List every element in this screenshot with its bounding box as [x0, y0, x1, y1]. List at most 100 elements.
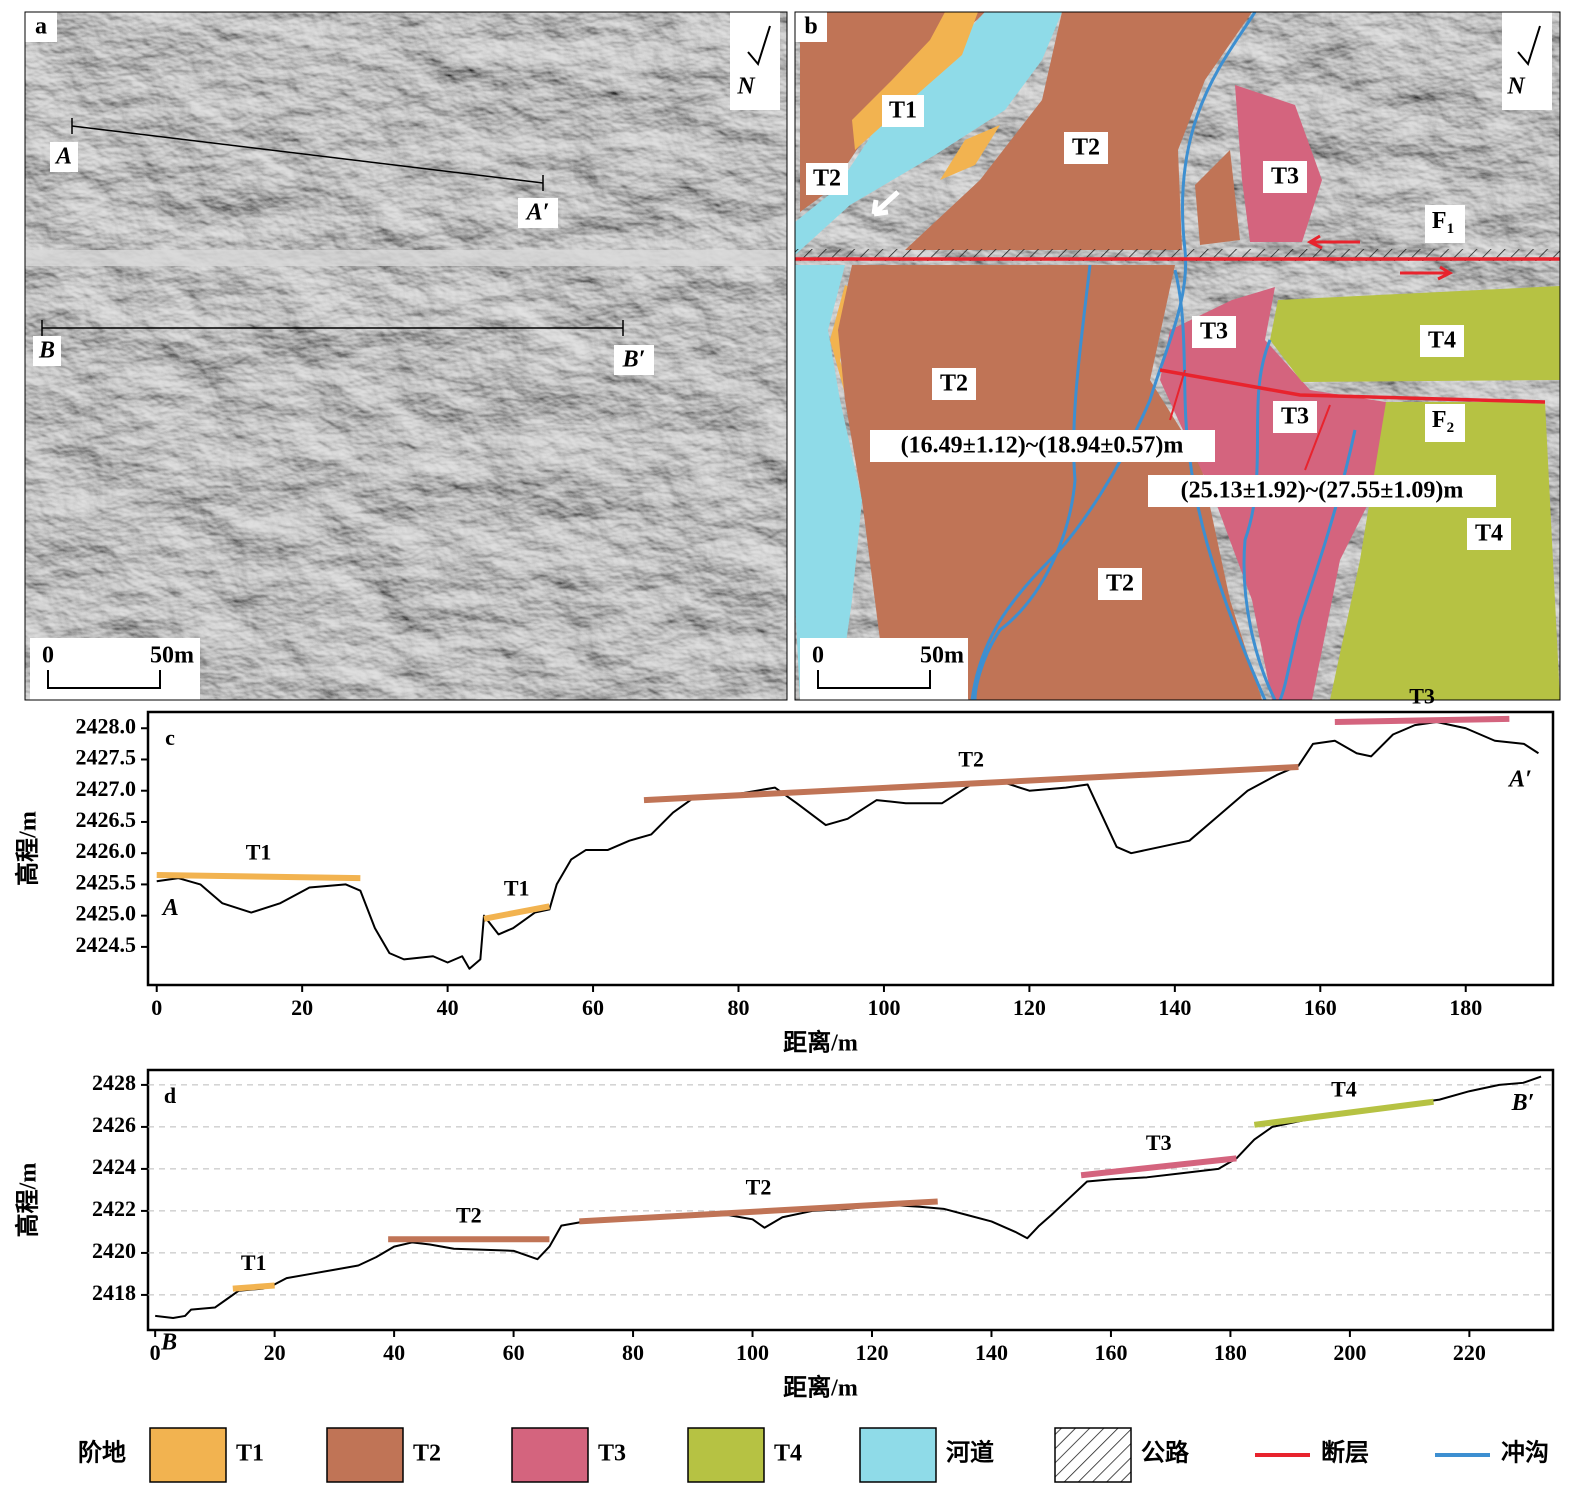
- x-tick-label: 40: [383, 1340, 405, 1365]
- y-tick-label: 2420: [92, 1238, 136, 1263]
- terrace-t2: [905, 12, 1252, 250]
- unit-label: T3: [1271, 164, 1299, 190]
- unit-label: T3: [1200, 319, 1228, 345]
- fault-label-main: F: [1432, 208, 1447, 234]
- y-tick-label: 2418: [92, 1280, 136, 1305]
- offset-label: (25.13±1.92)~(27.55±1.09)m: [1181, 478, 1464, 504]
- x-tick-label: 40: [437, 995, 459, 1020]
- terrace-label: T3: [1146, 1130, 1172, 1155]
- fault-label: F2: [1432, 407, 1454, 437]
- legend-swatch: [1054, 1427, 1132, 1483]
- terrace-line: [643, 763, 1299, 804]
- plot-frame: [146, 1068, 1555, 1332]
- profile-line: [156, 720, 1540, 970]
- legend-swatch: [149, 1427, 227, 1483]
- x-tick-label: 160: [1094, 1340, 1127, 1365]
- fault-label-main: F: [1432, 407, 1447, 433]
- legend-label: 公路: [1141, 1439, 1190, 1467]
- label-box: [1098, 568, 1142, 600]
- x-tick-label: 60: [582, 995, 604, 1020]
- terrace-t2: [1195, 150, 1240, 245]
- hillshade: [25, 12, 787, 700]
- label-box: [1420, 325, 1464, 357]
- panel-letter-box: [25, 12, 57, 42]
- x-tick-label: 200: [1333, 1340, 1366, 1365]
- gully: [973, 264, 1092, 700]
- terrace-t1: [940, 125, 1000, 180]
- terrace-label: T4: [1331, 1076, 1357, 1101]
- label-box: [882, 95, 924, 127]
- panel-letter-box: [795, 12, 827, 42]
- x-tick-label: 180: [1214, 1340, 1247, 1365]
- fault-motion-arrows: [1306, 234, 1454, 281]
- profile-line: [71, 125, 544, 184]
- label-box: [1273, 401, 1317, 433]
- label-box: [1064, 132, 1108, 164]
- terrace-line: [156, 872, 361, 882]
- x-tick-label: 20: [291, 995, 313, 1020]
- terrace-line: [483, 903, 550, 922]
- y-axis-label: 高程/m: [14, 1163, 42, 1238]
- terrace-line: [232, 1282, 275, 1292]
- north-box: [1502, 12, 1552, 110]
- x-tick-label: 120: [1013, 995, 1046, 1020]
- scale-label: 50m: [150, 643, 194, 669]
- y-tick-label: 2422: [92, 1196, 136, 1221]
- panel-letter: c: [165, 725, 175, 750]
- profile-label: B: [38, 338, 55, 364]
- y-tick-label: 2426.5: [76, 807, 137, 832]
- x-tick-label: 120: [856, 1340, 889, 1365]
- terrace-label: T2: [958, 747, 984, 772]
- label-box: [1425, 404, 1465, 442]
- x-tick-label: 60: [503, 1340, 525, 1365]
- x-axis-label: 距离/m: [783, 1374, 858, 1402]
- scale-label: 0: [812, 643, 824, 669]
- label-box: [33, 336, 61, 366]
- profiles: 2424.5 2425.0 2425.5 2426.0 2426.5 2427.0 2427…: [14, 683, 1555, 1402]
- panel-letter: b: [804, 14, 817, 40]
- legend-label: T3: [598, 1441, 626, 1467]
- x-axis-label: 距离/m: [783, 1029, 858, 1057]
- unit-label: T1: [889, 98, 917, 124]
- y-tick-label: 2424.5: [76, 932, 137, 957]
- label-box: [518, 198, 558, 228]
- x-tick-label: 0: [151, 995, 162, 1020]
- terrace-t4: [1270, 286, 1560, 382]
- label-box: [1467, 518, 1511, 550]
- x-tick-label: 80: [622, 1340, 644, 1365]
- label-box: [1192, 316, 1236, 348]
- profile-label: A: [54, 144, 72, 170]
- terrace-label: T2: [456, 1202, 482, 1227]
- legend-label: 河道: [946, 1439, 994, 1467]
- y-tick-label: 2425.5: [76, 869, 137, 894]
- x-tick-label: 0: [150, 1340, 161, 1365]
- profile-end-label: A′: [1507, 767, 1532, 793]
- scale-box: [800, 638, 968, 700]
- y-tick-label: 2426.0: [76, 838, 137, 863]
- offset-arrows: [1169, 369, 1331, 471]
- north-arrow: [747, 25, 771, 67]
- label-box: [1263, 161, 1307, 193]
- gully: [1242, 339, 1277, 700]
- x-tick-label: 80: [728, 995, 750, 1020]
- y-axis-label: 高程/m: [14, 811, 42, 886]
- x-tick-label: 100: [867, 995, 900, 1020]
- legend-swatch: [326, 1427, 404, 1483]
- x-tick-label: 220: [1453, 1340, 1486, 1365]
- y-tick-label: 2427.0: [76, 776, 137, 801]
- fault-label: F1: [1432, 208, 1454, 238]
- gully: [970, 12, 1257, 700]
- scale-label: 50m: [920, 643, 964, 669]
- x-tick-label: 140: [1158, 995, 1191, 1020]
- panel-frame: [24, 11, 788, 701]
- x-tick-label: 140: [975, 1340, 1008, 1365]
- unit-label: T2: [1106, 571, 1134, 597]
- x-tick-label: 180: [1449, 995, 1482, 1020]
- plot-frame: [146, 710, 1555, 987]
- legend-swatch: [859, 1427, 937, 1483]
- unit-labels: T1 T2 T2 T3 T3 T3 T2 T2 T4 T4 F1 F2 (16.…: [806, 95, 1511, 600]
- terrace-line: [1253, 1098, 1434, 1128]
- label-box: [806, 163, 848, 195]
- legend-label: T2: [413, 1441, 441, 1467]
- label-box: [50, 142, 78, 172]
